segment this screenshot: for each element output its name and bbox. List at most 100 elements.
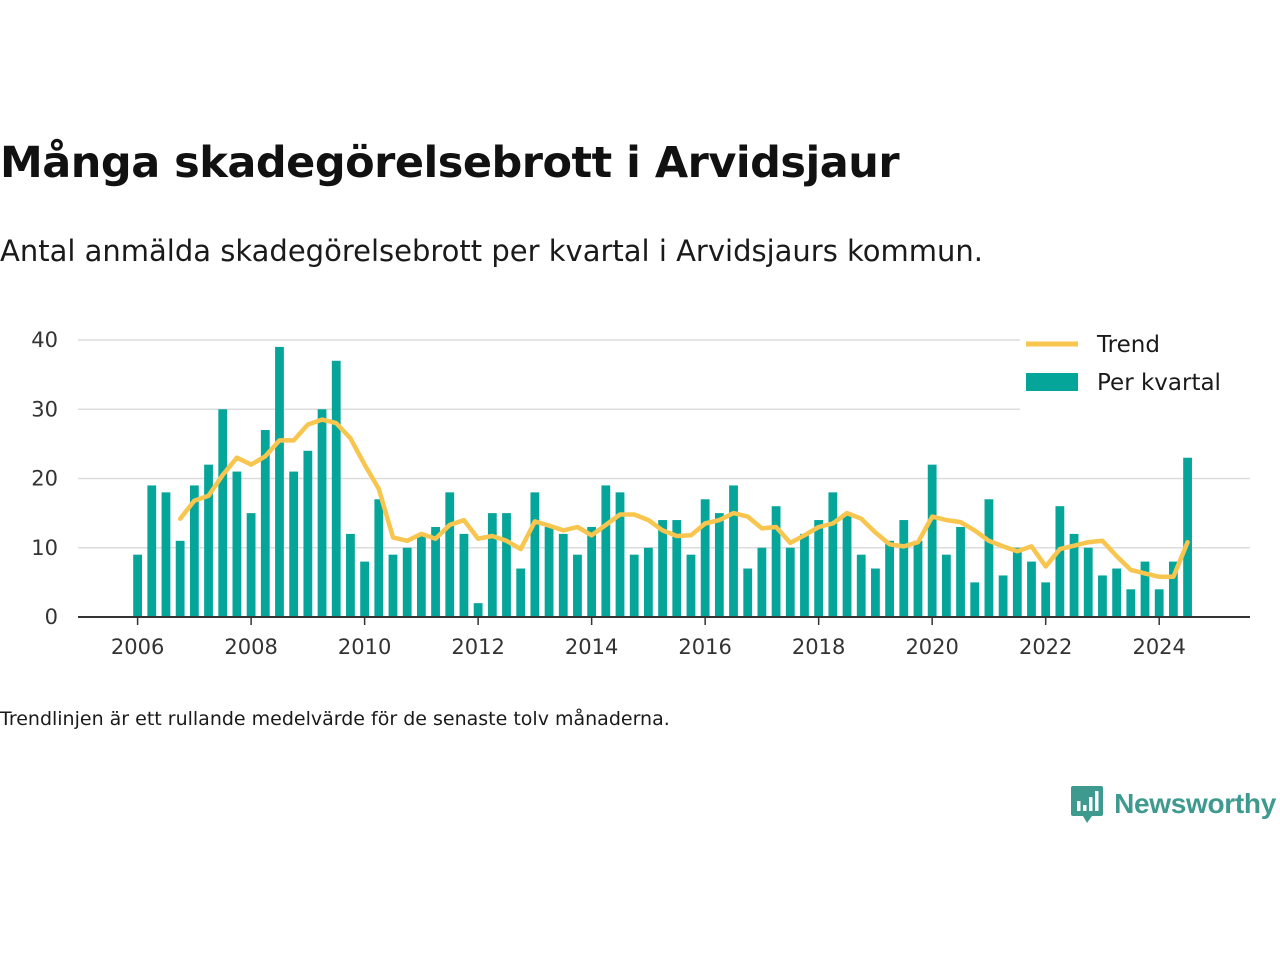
x-tick-label: 2008 [224, 635, 277, 659]
x-tick-label: 2006 [111, 635, 164, 659]
bar [785, 547, 795, 617]
bar [459, 533, 469, 617]
bar [1012, 547, 1022, 617]
bar [161, 492, 171, 617]
bar [714, 513, 724, 617]
bar [189, 485, 199, 617]
bar [246, 513, 256, 617]
bar [502, 513, 511, 617]
bar [416, 533, 426, 617]
x-tick-label: 2024 [1132, 635, 1185, 659]
bar-series [133, 346, 1192, 617]
bar [487, 513, 497, 617]
legend-swatch-per-kvartal [1026, 373, 1078, 391]
bar [842, 513, 852, 617]
trend-line [177, 417, 1190, 580]
bar [729, 485, 738, 617]
bar [686, 554, 696, 617]
bar [1168, 561, 1178, 617]
x-tick-label: 2022 [1019, 635, 1072, 659]
bar [346, 533, 355, 617]
bar [573, 554, 582, 617]
bar [317, 409, 327, 617]
bar [431, 526, 440, 617]
bar [615, 492, 625, 617]
bar [856, 554, 866, 617]
bar [1098, 575, 1107, 617]
bar [871, 568, 880, 617]
bar [956, 526, 965, 617]
x-tick-label: 2020 [905, 635, 958, 659]
bar [885, 540, 895, 617]
bar [1027, 561, 1036, 617]
x-tick-label: 2010 [338, 635, 391, 659]
bar [445, 492, 455, 617]
logo-text: Newsworthy [1114, 788, 1276, 819]
bar-chart: 0 10 20 30 40 2006 2008 2010 2012 2014 2016 2018 202… [31, 328, 1250, 659]
bar [913, 540, 923, 617]
bar [275, 346, 284, 617]
bar [814, 520, 824, 617]
y-tick-label: 20 [31, 467, 58, 491]
axes: 0 10 20 30 40 2006 2008 2010 2012 2014 2016 2018 202… [31, 328, 1250, 659]
y-tick-label: 40 [31, 328, 58, 352]
bar [1069, 533, 1079, 617]
bar [899, 520, 909, 617]
bar [941, 554, 951, 617]
x-tick-label: 2014 [565, 635, 618, 659]
bar [601, 485, 611, 617]
bar [1055, 506, 1065, 617]
bar [757, 547, 767, 617]
bar [218, 409, 228, 617]
bar [402, 547, 412, 617]
bar [260, 430, 270, 617]
bar [360, 561, 370, 617]
bar [658, 520, 667, 617]
bar [374, 499, 384, 617]
bar-chart-speech-bubble-icon [1071, 786, 1104, 823]
chart-subtitle: Antal anmälda skadegörelsebrott per kvar… [0, 234, 984, 268]
y-tick-label: 10 [31, 536, 58, 560]
bar [1183, 457, 1192, 617]
bar [133, 554, 142, 617]
bar [927, 464, 937, 617]
bar [1126, 589, 1136, 617]
bar [1041, 582, 1051, 617]
chart-title: Många skadegörelsebrott i Arvidsjaur [0, 138, 900, 188]
bar [147, 485, 157, 617]
bar [388, 554, 398, 617]
legend: Trend Per kvartal [1020, 332, 1250, 416]
bar [643, 547, 653, 617]
bar [544, 526, 554, 617]
bar [743, 568, 753, 617]
bar [700, 499, 710, 617]
newsworthy-logo: Newsworthy [1070, 784, 1276, 824]
bar [1083, 547, 1093, 617]
bar [984, 499, 994, 617]
x-tick-label: 2012 [451, 635, 504, 659]
bar [1112, 568, 1122, 617]
x-tick-label: 2016 [678, 635, 731, 659]
bar [629, 554, 639, 617]
bar [175, 540, 185, 617]
bar [1140, 561, 1150, 617]
legend-label-trend: Trend [1096, 332, 1160, 358]
trend-series [177, 417, 1190, 580]
legend-label-per-kvartal: Per kvartal [1097, 370, 1221, 396]
bar [587, 526, 597, 617]
y-tick-label: 30 [31, 397, 58, 421]
bar [771, 506, 781, 617]
bar [331, 360, 341, 617]
bar [232, 471, 242, 617]
bar [558, 533, 568, 617]
bar [516, 568, 526, 617]
footnote: Trendlinjen är ett rullande medelvärde f… [0, 708, 670, 730]
bar [970, 582, 980, 617]
bar [672, 520, 682, 617]
bar [1154, 589, 1164, 617]
y-tick-label: 0 [45, 605, 58, 629]
bar [473, 603, 483, 617]
bar [828, 492, 838, 617]
bar [530, 492, 540, 617]
bar [289, 471, 299, 617]
